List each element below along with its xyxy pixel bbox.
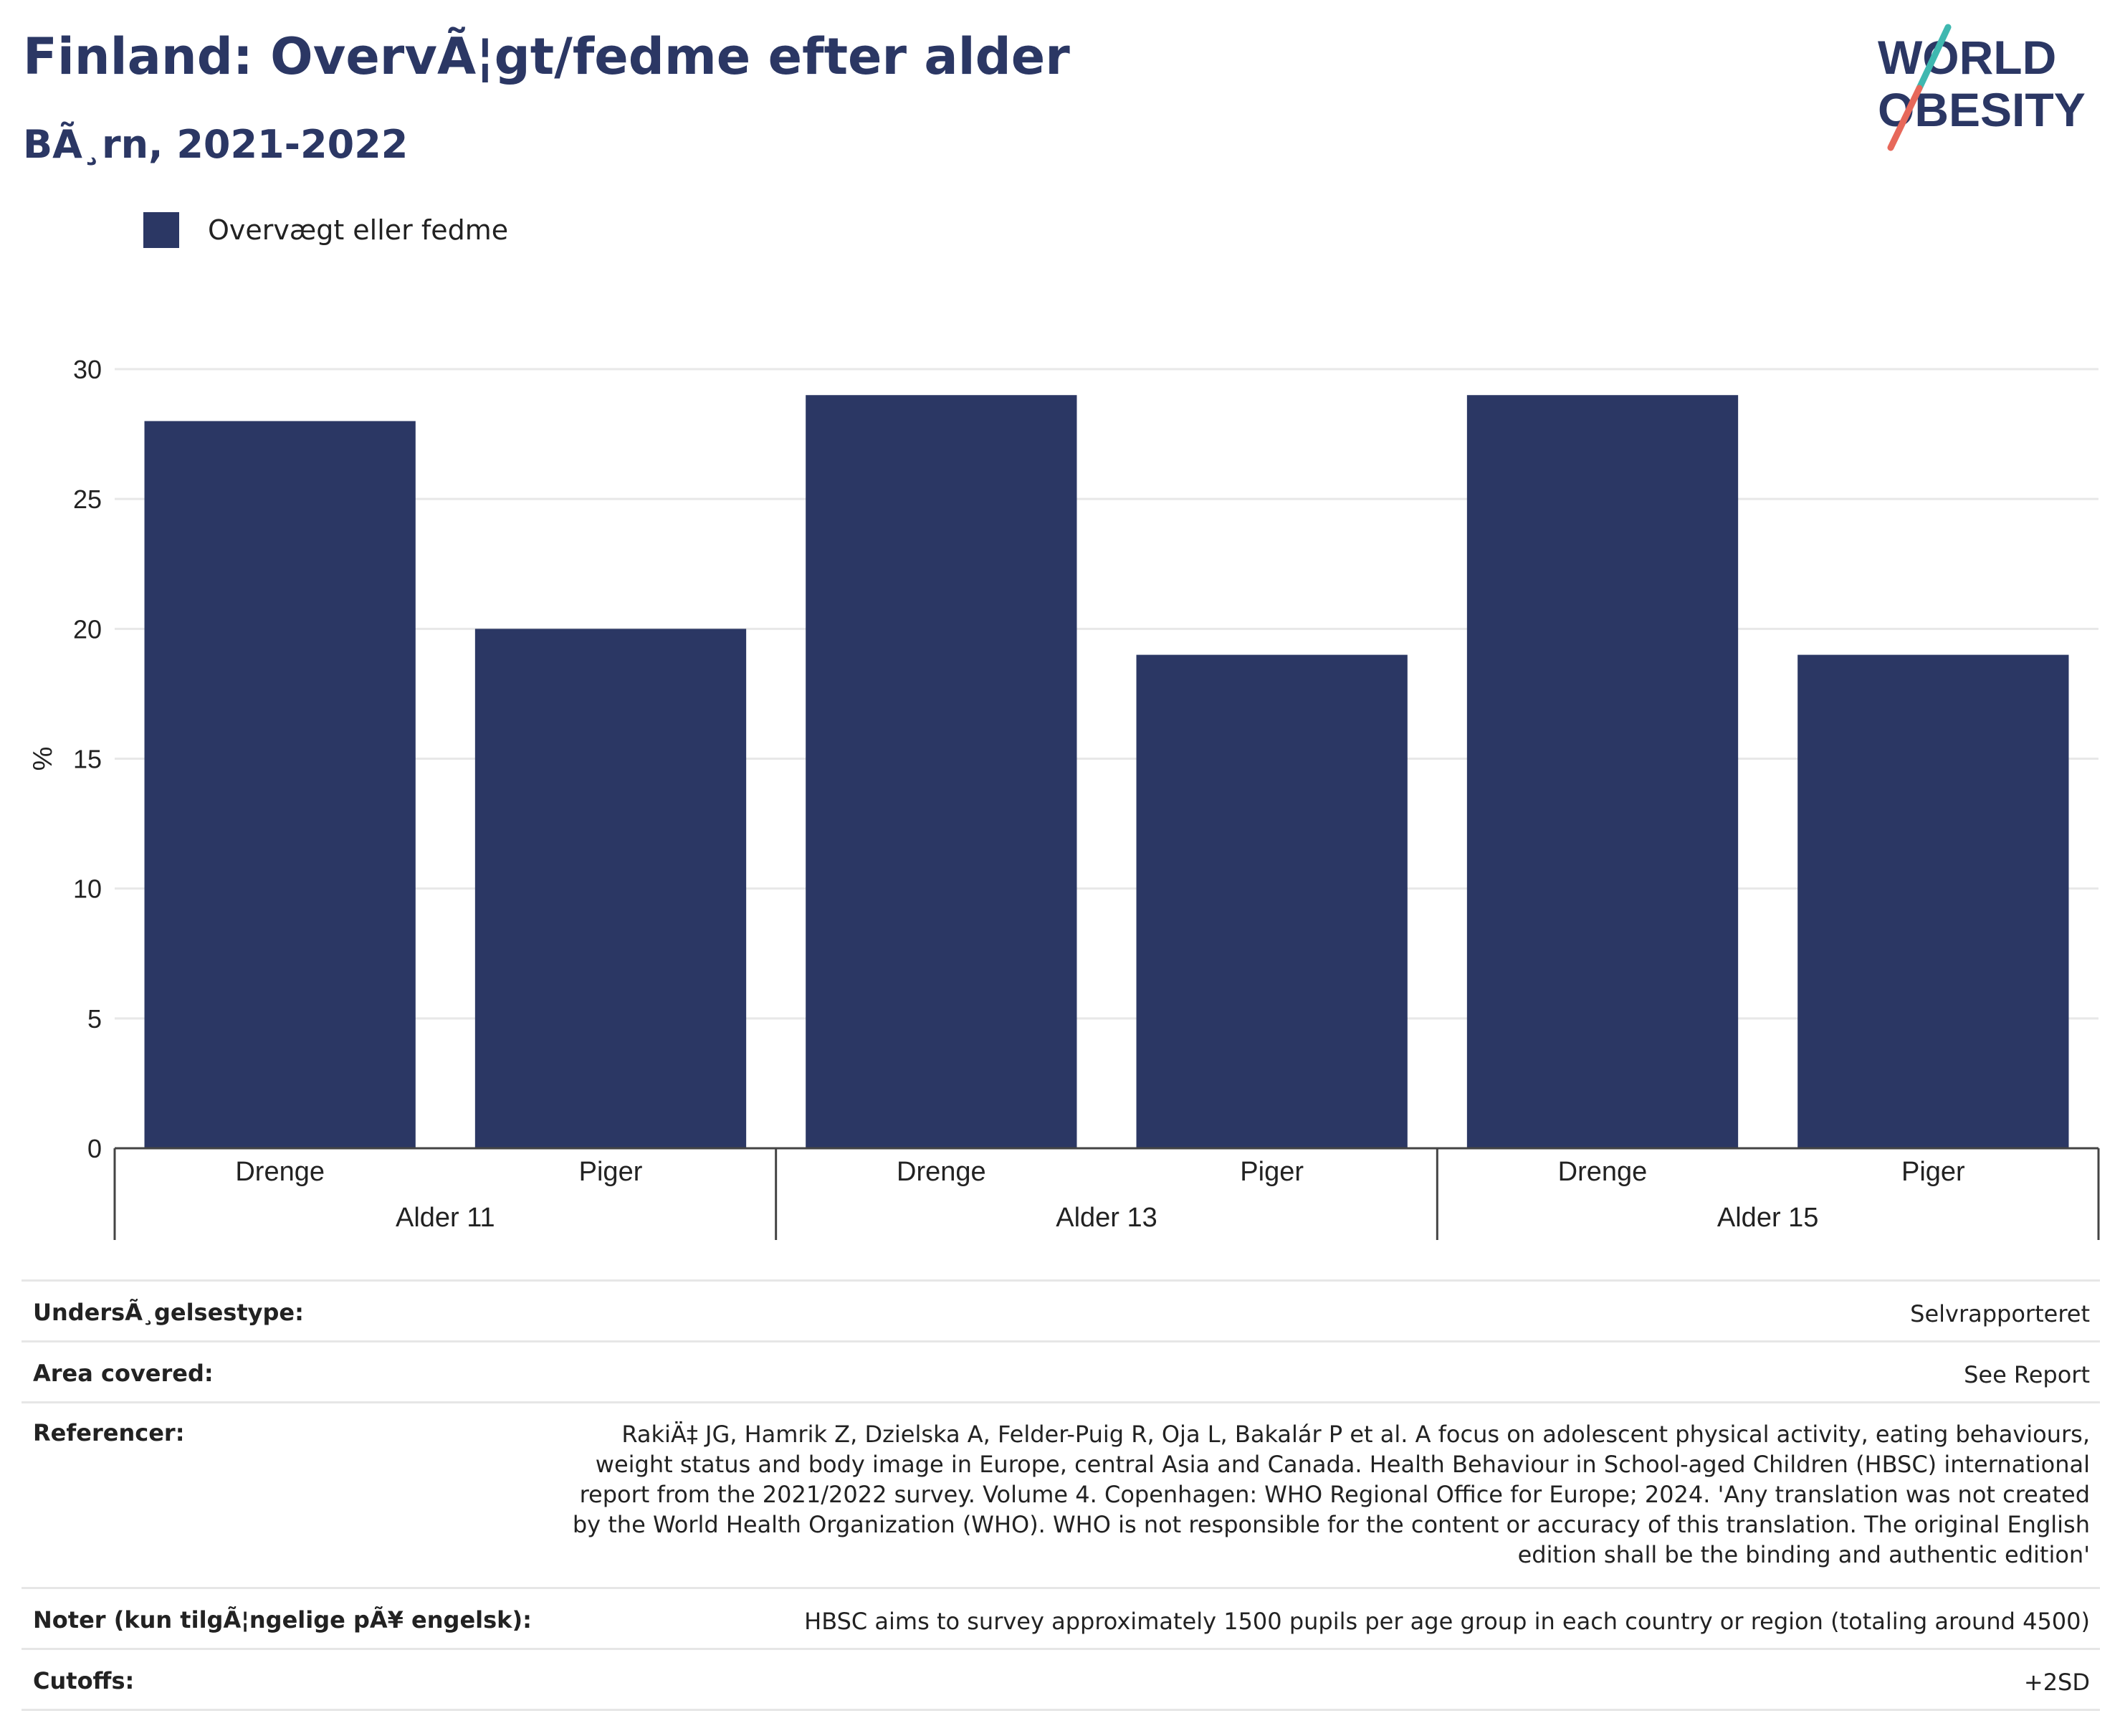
meta-key: Area covered: (33, 1360, 214, 1387)
chart-legend: Overvægt eller fedme (143, 212, 508, 248)
meta-row-cutoffs: Cutoffs: +2SD (22, 1648, 2100, 1711)
y-tick-label: 10 (73, 874, 102, 904)
y-tick-label: 15 (73, 745, 102, 774)
x-tick-label: Piger (1240, 1157, 1304, 1187)
meta-value: Selvrapporteret (1910, 1300, 2090, 1327)
meta-row-notes: Noter (kun tilgÃ¦ngelige pÃ¥ engelsk): H… (22, 1587, 2100, 1648)
x-tick-label: Drenge (235, 1157, 325, 1187)
y-tick-label: 25 (73, 485, 102, 514)
meta-key: Noter (kun tilgÃ¦ngelige pÃ¥ engelsk): (33, 1606, 532, 1634)
x-group-label: Alder 13 (1056, 1203, 1157, 1233)
x-tick-label: Piger (1901, 1157, 1965, 1187)
logo-line-world: WORLD (1878, 31, 2056, 84)
y-tick-label: 20 (73, 614, 102, 644)
meta-value: RakiÄ‡ JG, Hamrik Z, Dzielska A, Felder-… (572, 1421, 2090, 1568)
x-tick-label: Drenge (897, 1157, 986, 1187)
y-tick-label: 5 (87, 1004, 102, 1034)
meta-row-area: Area covered: See Report (22, 1340, 2100, 1401)
bar-chart: 0 5 10 15 20 25 30% Drenge Piger Alder 11 Drenge Pi… (28, 355, 2100, 1240)
bar (1466, 395, 1739, 1148)
meta-row-survey-type: UndersÃ¸gelsestype: Selvrapporteret (22, 1279, 2100, 1340)
x-tick-label: Drenge (1558, 1157, 1648, 1187)
legend-swatch (143, 212, 179, 248)
meta-key: Referencer: (33, 1419, 185, 1446)
meta-value: HBSC aims to survey approximately 1500 p… (804, 1608, 2090, 1635)
page-title: Finland: OvervÃ¦gt/fedme efter alder (23, 27, 1070, 86)
meta-value: See Report (1964, 1361, 2090, 1388)
page-subtitle: BÃ¸rn, 2021-2022 (23, 122, 409, 167)
world-obesity-logo: WORLD OBESITY (1878, 24, 2086, 151)
meta-row-references: Referencer: RakiÄ‡ JG, Hamrik Z, Dzielsk… (22, 1401, 2100, 1587)
y-axis-label: % (28, 747, 58, 771)
logo-slash-coral (1887, 85, 1923, 151)
meta-key: Cutoffs: (33, 1667, 135, 1694)
bar (474, 629, 747, 1148)
x-group-label: Alder 15 (1717, 1203, 1819, 1233)
logo-slash-teal (1916, 24, 1952, 92)
bar (806, 395, 1077, 1148)
bar (1797, 654, 2069, 1148)
x-group-label: Alder 11 (396, 1203, 495, 1233)
y-tick-label: 0 (87, 1134, 102, 1163)
metadata-table: UndersÃ¸gelsestype: Selvrapporteret Area… (22, 1279, 2100, 1711)
meta-value: +2SD (2023, 1669, 2090, 1696)
legend-label: Overvægt eller fedme (208, 214, 509, 246)
x-tick-label: Piger (579, 1157, 643, 1187)
y-tick-label: 30 (73, 355, 102, 384)
meta-key: UndersÃ¸gelsestype: (33, 1299, 304, 1326)
bar (1136, 654, 1408, 1148)
bar (144, 421, 416, 1148)
